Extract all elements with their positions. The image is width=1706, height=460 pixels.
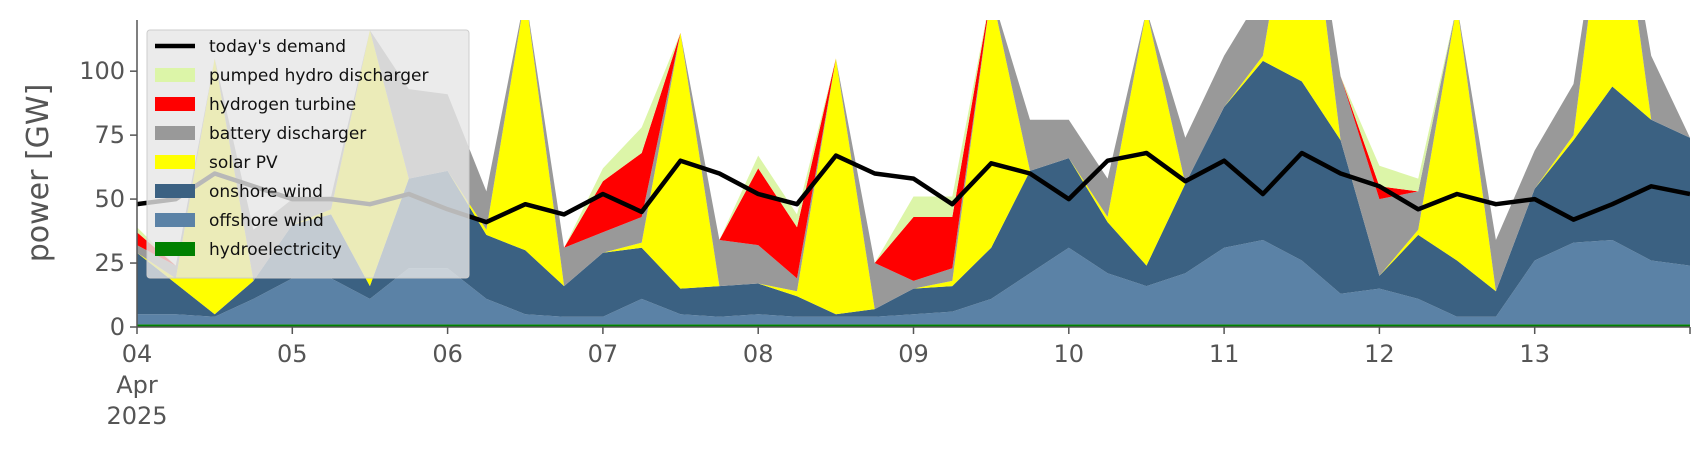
legend-label-offshore-wind: offshore wind <box>209 211 324 231</box>
legend-swatch-onshore-wind <box>155 184 195 198</box>
legend-swatch-offshore-wind <box>155 213 195 227</box>
x-tick-label: 04 <box>122 340 153 368</box>
legend-box <box>146 29 470 279</box>
legend-swatch-solar-pv <box>155 155 195 169</box>
y-tick-label: 25 <box>94 249 125 277</box>
x-tick-label: 13 <box>1519 340 1550 368</box>
area-pumped-hydro-discharger <box>137 20 1690 266</box>
legend-label-hydrogen-turbine: hydrogen turbine <box>209 95 356 115</box>
legend-swatch-hydrogen-turbine <box>155 97 195 111</box>
area-offshore-wind <box>137 240 1690 325</box>
legend-label-pumped-hydro-discharger: pumped hydro discharger <box>209 66 428 86</box>
y-tick-label: 100 <box>79 57 125 85</box>
y-tick-label: 0 <box>110 313 125 341</box>
legend-label-battery-discharger: battery discharger <box>209 124 366 144</box>
x-tick-label: 10 <box>1054 340 1085 368</box>
y-axis-label: power [GW] <box>21 84 56 263</box>
legend-swatch-hydroelectricity <box>155 242 195 256</box>
x-tick-label: 09 <box>898 340 929 368</box>
legend-label-hydroelectricity: hydroelectricity <box>209 240 342 260</box>
x-tick-label: 06 <box>432 340 463 368</box>
legend-label-onshore-wind: onshore wind <box>209 182 323 202</box>
legend-label-solar-pv: solar PV <box>209 153 278 173</box>
y-tick-label: 50 <box>94 185 125 213</box>
x-tick-sublabel: 2025 <box>106 402 167 430</box>
x-tick-sublabel: Apr <box>116 371 158 399</box>
area-solar-pv <box>137 20 1690 315</box>
x-tick-label: 05 <box>277 340 308 368</box>
x-tick-label: 07 <box>588 340 619 368</box>
legend-swatch-pumped-hydro-discharger <box>155 68 195 82</box>
x-tick-label: 11 <box>1209 340 1240 368</box>
legend-label-today-s-demand: today's demand <box>209 37 346 57</box>
area-onshore-wind <box>137 60 1690 317</box>
area-hydrogen-turbine <box>137 20 1690 281</box>
legend: today's demand pumped hydro discharger hyd… <box>146 29 470 279</box>
x-tick-label: 08 <box>743 340 774 368</box>
y-tick-label: 75 <box>94 121 125 149</box>
axes: 0 25 50 75 100 04 Apr 2025 05 06 07 08 09 10 11 12 13 <box>79 20 1691 430</box>
x-tick-label: 12 <box>1364 340 1395 368</box>
legend-swatch-battery-discharger <box>155 126 195 140</box>
